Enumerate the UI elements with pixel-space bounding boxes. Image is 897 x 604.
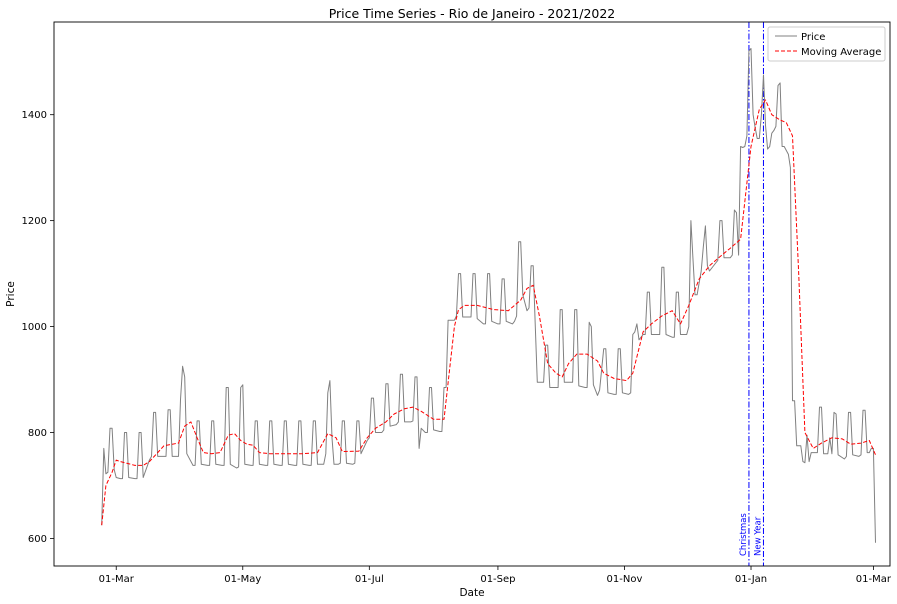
y-tick-label-3: 1200 — [22, 216, 47, 227]
legend-label-price: Price — [801, 32, 825, 43]
x-tick-label-2: 01-Jul — [355, 574, 384, 585]
series-line-1 — [101, 99, 876, 526]
y-tick-label-2: 1000 — [22, 322, 47, 333]
annotation-label-1: New Year — [753, 516, 763, 556]
x-tick-label-5: 01-Jan — [735, 574, 767, 585]
x-tick-label-3: 01-Sep — [480, 574, 515, 585]
y-tick-label-0: 600 — [28, 534, 47, 545]
y-axis-title: Price — [5, 281, 17, 307]
series-layer — [101, 48, 876, 543]
x-tick-label-0: 01-Mar — [99, 574, 135, 585]
x-tick-label-6: 01-Mar — [856, 574, 892, 585]
x-axis: 01-Mar 01-May 01-Jul 01-Sep 01-Nov 01-Jan 01-M… — [99, 566, 892, 585]
legend-label-moving-average: Moving Average — [801, 47, 881, 58]
legend: Price Moving Average — [767, 26, 886, 62]
annotation-layer: Christmas New Year — [739, 22, 764, 566]
x-tick-label-4: 01-Nov — [607, 574, 643, 585]
y-tick-label-1: 800 — [28, 428, 47, 439]
chart-title: Price Time Series - Rio de Janeiro - 202… — [329, 6, 616, 21]
y-axis: 600 800 1000 1200 1400 — [22, 110, 54, 545]
series-line-0 — [101, 48, 876, 543]
x-tick-label-1: 01-May — [224, 574, 261, 585]
legend-box — [767, 26, 886, 62]
plot-frame — [53, 21, 891, 567]
x-axis-title: Date — [459, 587, 484, 599]
annotation-label-0: Christmas — [739, 513, 749, 556]
y-tick-label-4: 1400 — [22, 110, 47, 121]
